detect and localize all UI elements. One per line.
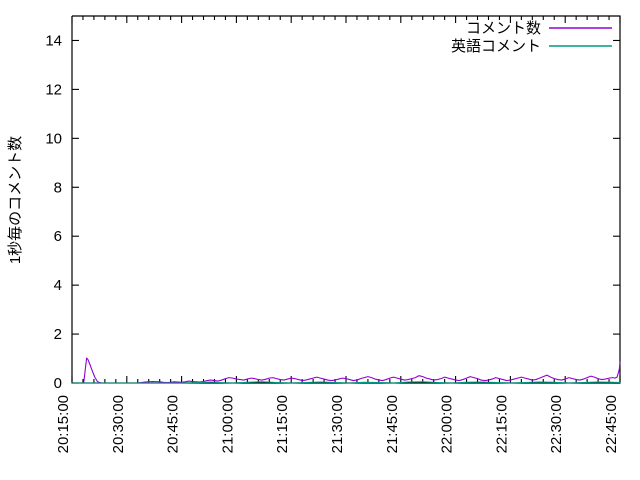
x-tick-label: 22:15:00 bbox=[493, 395, 510, 453]
y-tick-label: 6 bbox=[54, 228, 62, 245]
x-tick-label: 22:30:00 bbox=[548, 395, 565, 453]
y-tick-label: 10 bbox=[45, 130, 62, 147]
x-tick-label: 21:00:00 bbox=[219, 395, 236, 453]
y-tick-label: 4 bbox=[54, 277, 62, 294]
x-tick-label: 20:30:00 bbox=[110, 395, 127, 453]
y-axis-title: 1秒毎のコメント数 bbox=[7, 136, 24, 264]
x-tick-label: 22:00:00 bbox=[439, 395, 456, 453]
series-layer bbox=[71, 357, 621, 384]
x-tick-label: 21:15:00 bbox=[274, 395, 291, 453]
y-tick-label: 0 bbox=[54, 375, 62, 392]
y-tick-label: 8 bbox=[54, 179, 62, 196]
x-axis-ticks: 20:15:00 20:30:00 20:45:00 21:00:00 21:15:00… bbox=[55, 16, 621, 453]
y-axis-ticks: 0 2 4 6 8 10 12 14 bbox=[45, 32, 620, 392]
y-tick-label: 12 bbox=[45, 81, 62, 98]
legend-label-english-comment: 英語コメント bbox=[451, 37, 541, 55]
series-line-comment-count bbox=[71, 357, 621, 384]
x-tick-label: 22:45:00 bbox=[603, 395, 620, 453]
legend-label-comment-count: コメント数 bbox=[466, 20, 541, 37]
x-tick-label: 20:15:00 bbox=[55, 395, 72, 453]
y-tick-label: 14 bbox=[45, 32, 62, 49]
y-tick-label: 2 bbox=[54, 326, 62, 343]
x-tick-label: 21:45:00 bbox=[384, 395, 401, 453]
y-axis-title-label: 1秒毎のコメント数 bbox=[7, 136, 24, 264]
x-axis-minor-ticks bbox=[82, 16, 610, 383]
series-line-english-comment bbox=[71, 381, 621, 384]
x-tick-label: 21:30:00 bbox=[329, 395, 346, 453]
x-tick-label: 20:45:00 bbox=[165, 395, 182, 453]
